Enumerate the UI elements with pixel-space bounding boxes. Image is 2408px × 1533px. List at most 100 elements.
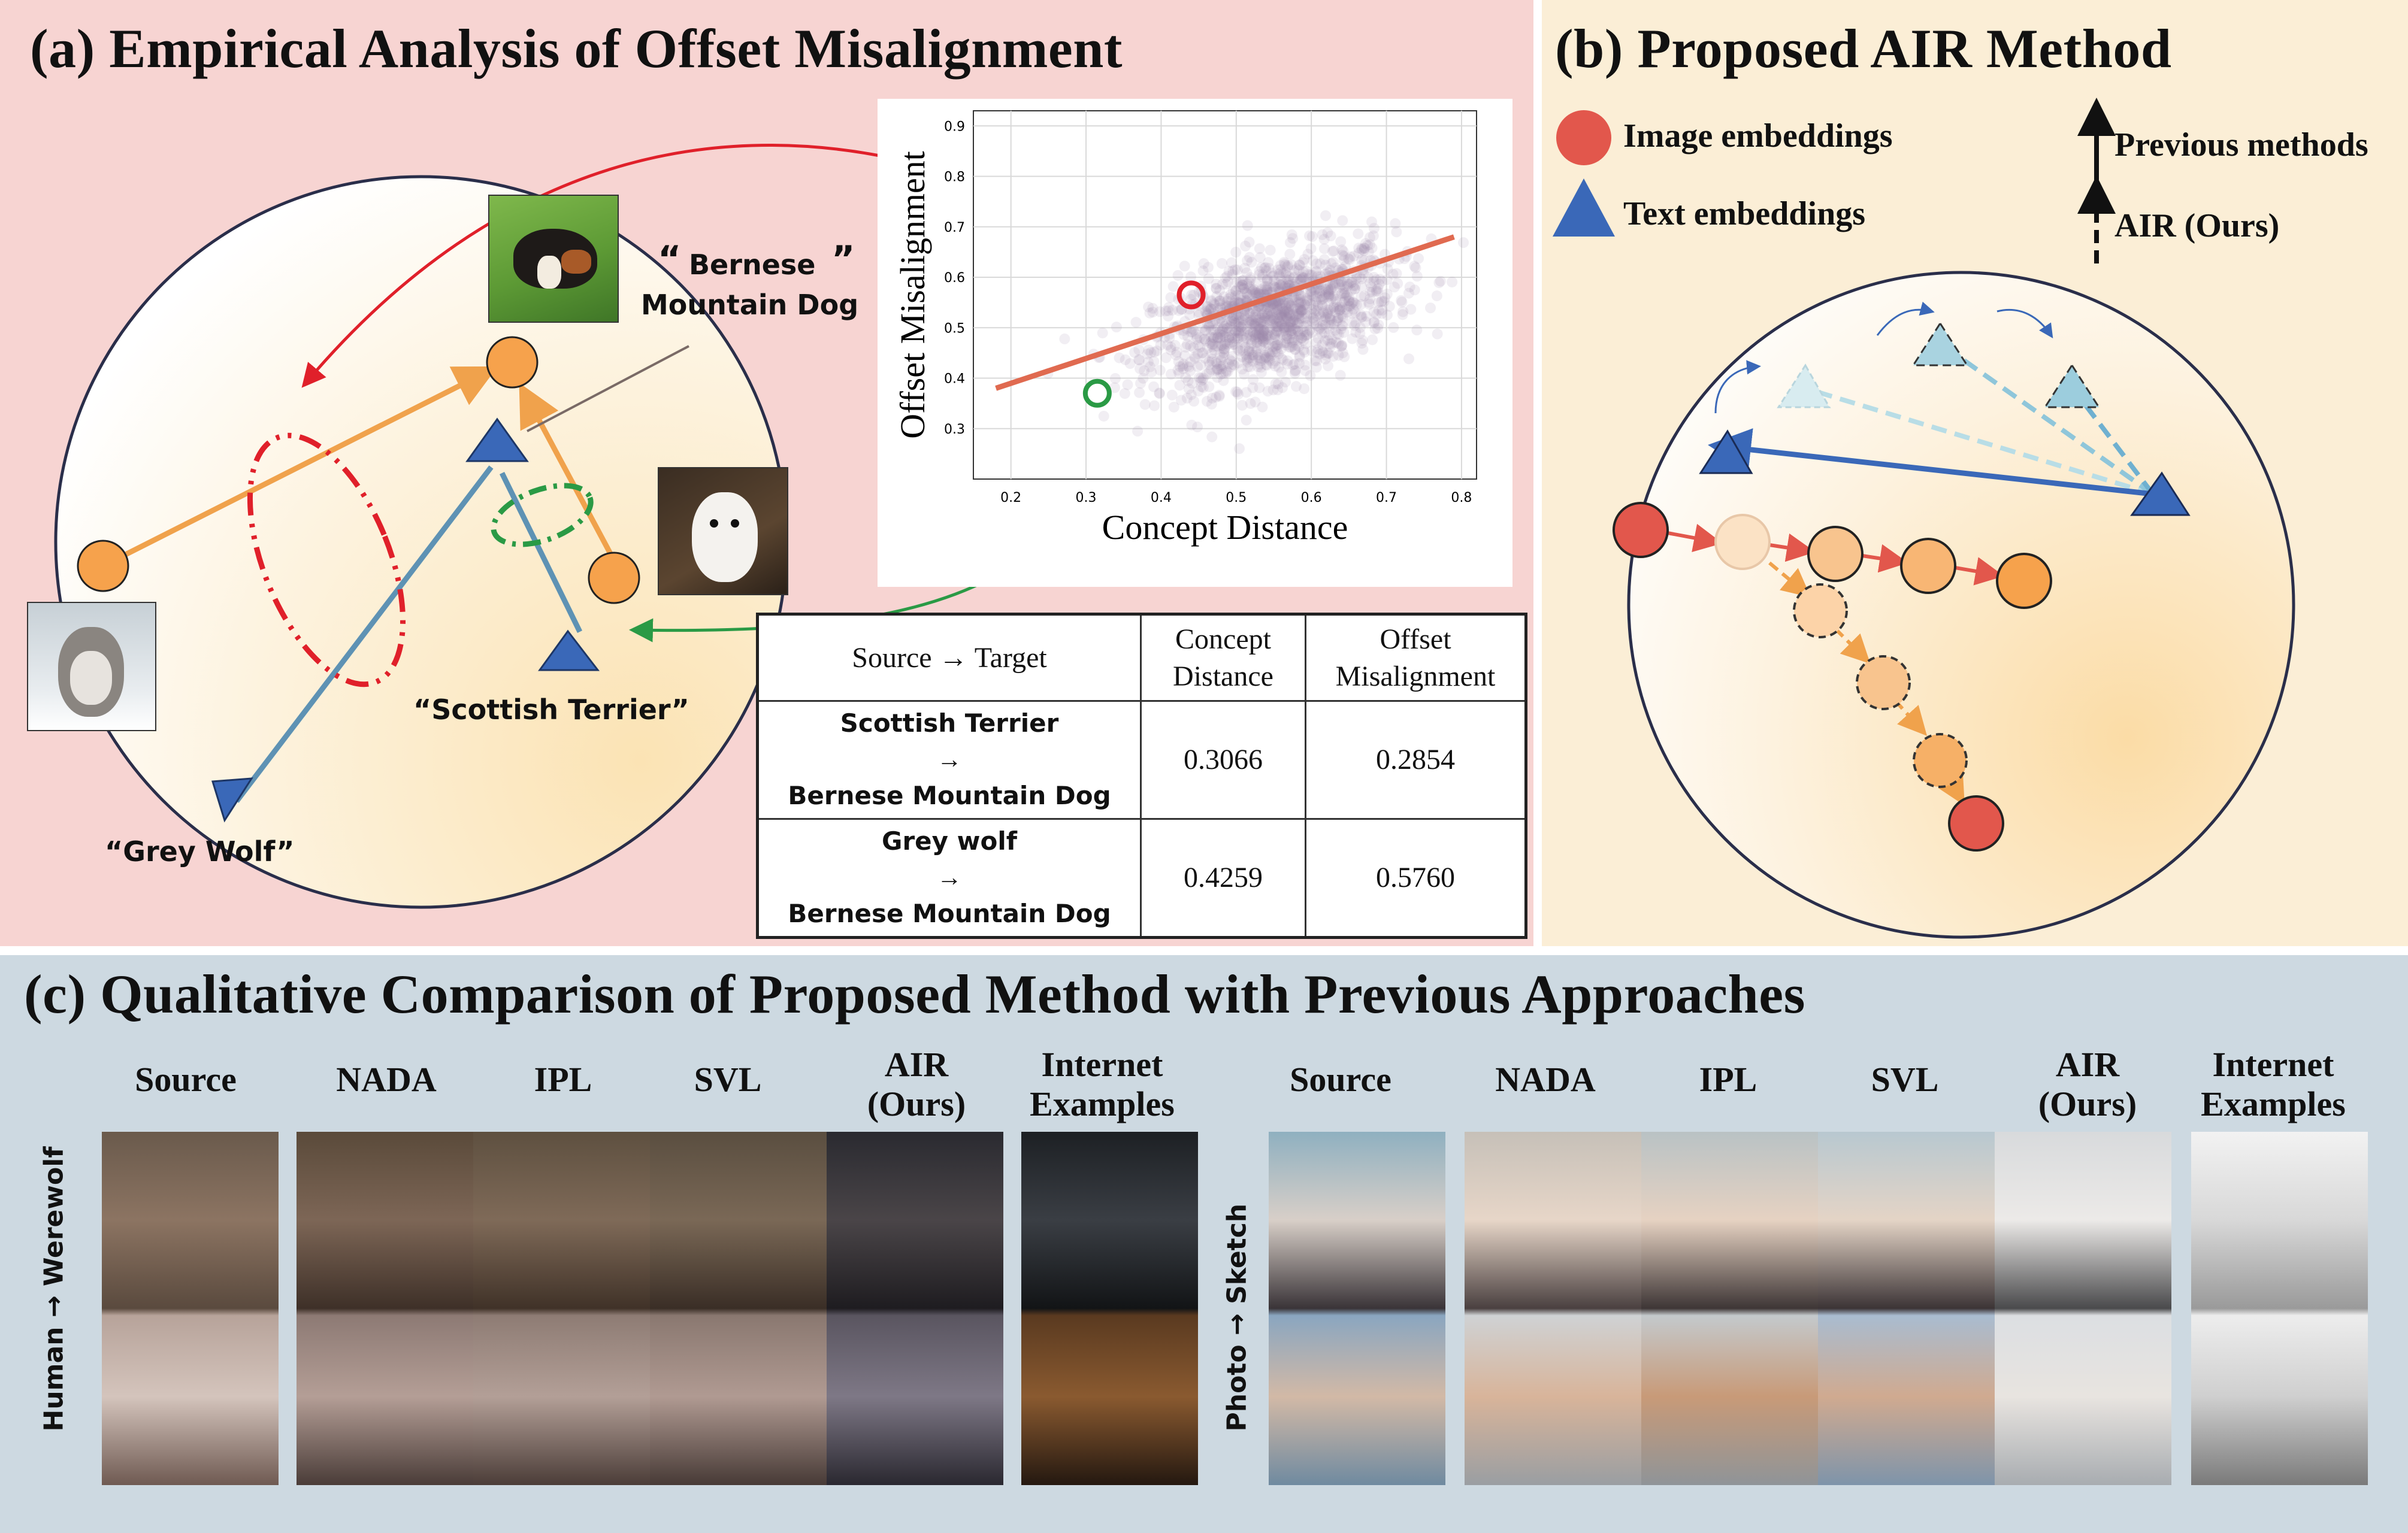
scatter-point [1276,311,1288,323]
scatter-point [1214,390,1225,402]
scatter-point [1392,278,1403,289]
scatter-point [1144,361,1155,372]
scatter-point [1347,308,1358,319]
scatter-point [1391,226,1402,238]
scatter-point [1338,255,1350,266]
scatter-point [1269,355,1281,366]
scatter-point [1296,305,1308,316]
scatter-point [1297,272,1309,283]
scatter-point [1154,387,1165,399]
scatter-point [1257,333,1269,344]
scatter-point [1324,311,1336,322]
scatter-point [1292,335,1303,346]
scatter-point [1305,299,1317,310]
scatter-point [1278,313,1290,325]
scatter-point [1259,325,1270,337]
scatter-point [1326,293,1337,304]
scatter-point [1257,332,1268,343]
scatter-point [1248,320,1260,331]
scatter-point [1250,288,1261,299]
pair-cell: Grey wolf → Bernese Mountain Dog [757,817,1142,939]
scatter-point [1227,337,1238,348]
scatter-point [1233,443,1245,455]
scatter-point [1282,261,1293,272]
scatter-point [1254,340,1266,351]
scatter-point [1262,331,1273,342]
scatter-point [1226,356,1238,367]
scatter-point [1314,322,1326,334]
scatter-point [1215,355,1227,366]
scatter-point [1212,341,1223,352]
scatter-point [1255,362,1266,373]
scatter-point [1245,334,1257,346]
scatter-point [1262,308,1273,320]
sketch-internet-photos [2191,1132,2368,1485]
scatter-point [1239,286,1251,298]
scatter-point [1215,368,1227,380]
scatter-point [1319,254,1330,265]
scatter-point [1208,332,1219,343]
scatter-point [1317,293,1329,305]
scatter-point [1341,278,1353,289]
scatter-point [1323,289,1335,300]
scatter-point [1266,308,1278,319]
scatter-point [1257,269,1268,280]
scatter-point [1285,328,1297,339]
scatter-point [1211,278,1222,290]
scatter-point [1199,325,1211,337]
scatter-point [1283,307,1294,319]
scatter-point [1294,275,1305,287]
scatter-point [1265,314,1276,325]
scatter-point [1411,325,1423,336]
scatter-point [1287,308,1299,320]
scatter-point [1267,346,1278,358]
left-col-source: Source [135,1060,237,1099]
scatter-point [1294,298,1305,309]
scatter-point [1287,325,1298,336]
scatter-point [1208,332,1220,344]
concept-distance-cell: 0.4259 [1140,817,1306,939]
scatter-point [1215,332,1226,343]
scatter-point [1275,320,1286,332]
scatter-point [1238,283,1250,294]
scatter-point [1306,346,1317,357]
scatter-point [1286,301,1297,312]
scatter-point [1166,389,1178,401]
scatter-point [1272,304,1284,316]
scatter-point [1240,240,1251,252]
scatter-point [1199,334,1210,345]
scatter-point [1300,313,1311,325]
scatter-point [1252,287,1263,299]
scatter-point [1289,334,1300,346]
scatter-point [1217,352,1229,363]
scatter-point [1326,314,1338,326]
scatter-point [1294,358,1305,369]
scatter-point [1242,288,1253,299]
sketch-ipl-photos [1641,1132,1818,1485]
scatter-point [1192,340,1203,351]
scatter-point [1293,310,1305,322]
scatter-point [1305,243,1317,255]
scatter-point [1297,304,1309,316]
scatter-point [1294,259,1305,271]
scatter-point [1211,290,1223,302]
scatter-point [1295,296,1306,308]
y-tick-label: 0.9 [944,119,965,134]
scatter-point [1211,283,1222,294]
scatter-point [1275,266,1287,278]
x-tick-label: 0.7 [1376,490,1397,505]
scatter-point [1396,296,1408,308]
scatter-point [1327,278,1339,290]
scatter-point [1233,332,1244,344]
scatter-point [1284,322,1295,333]
scatter-point [1326,258,1337,269]
scatter-point [1224,354,1235,365]
sketch-nada-photos [1465,1132,1641,1485]
scatter-point [1299,304,1310,315]
scatter-point [1287,295,1298,306]
scatter-point [1239,314,1250,326]
scatter-point [1354,328,1366,339]
scatter-point [1346,285,1357,296]
scatter-point [1206,335,1217,347]
scatter-point [1269,313,1280,325]
